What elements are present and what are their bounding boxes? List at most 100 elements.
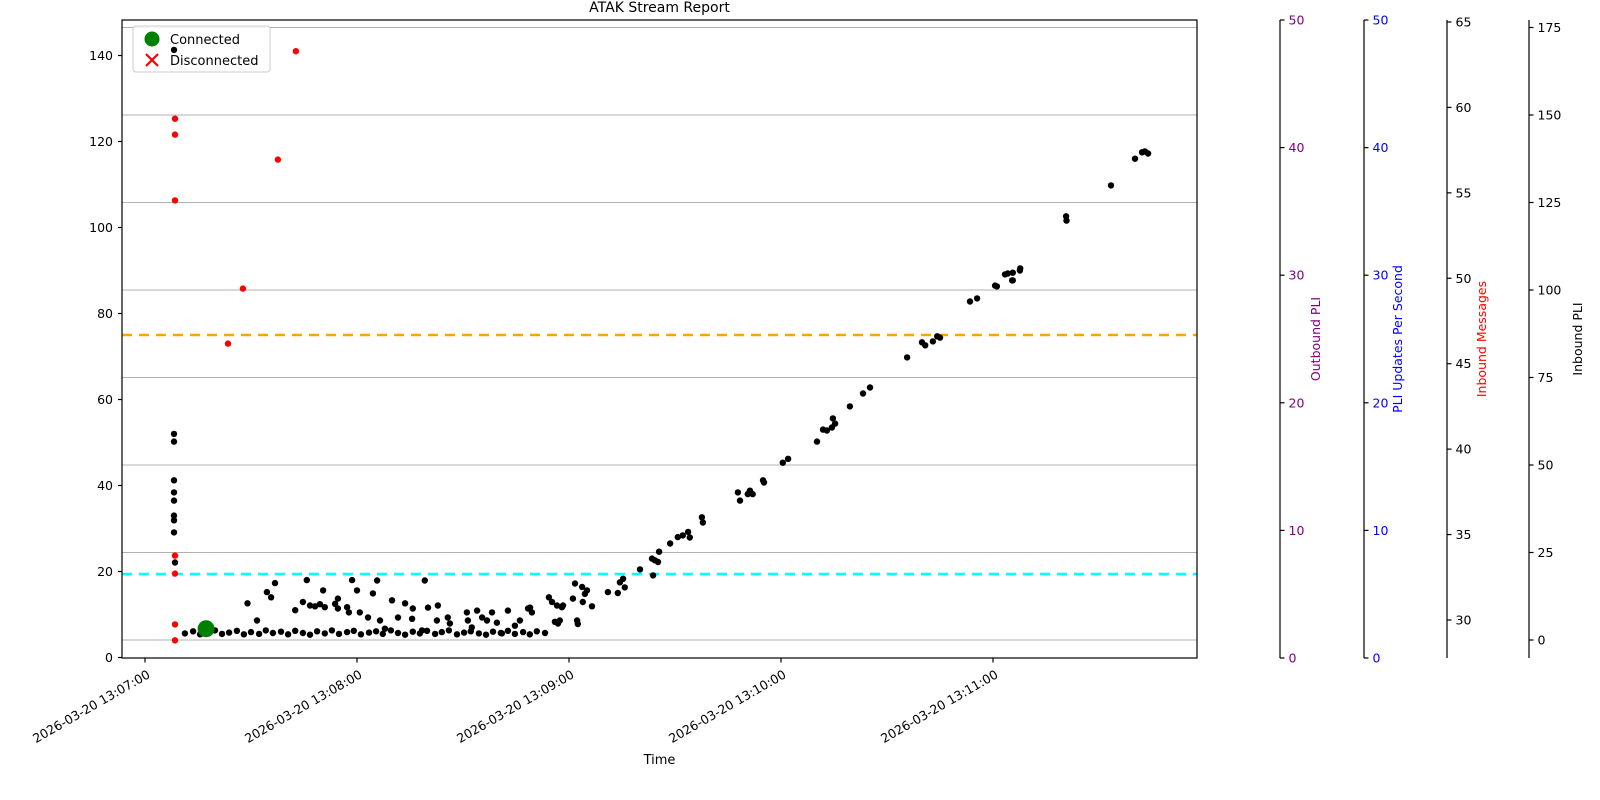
right-axis-tick-label: 0 bbox=[1538, 633, 1546, 648]
right-axis-tick-label: 0 bbox=[1373, 651, 1381, 666]
stream-points-point bbox=[473, 607, 481, 614]
x-tick-label: 2026-03-20 13:08:00 bbox=[242, 667, 365, 746]
right-axis-tick-label: 50 bbox=[1289, 13, 1305, 28]
stream-points-point bbox=[299, 598, 307, 606]
stream-points-point bbox=[993, 283, 1001, 290]
right-axis-tick-label: 45 bbox=[1456, 356, 1472, 371]
stream-points-point bbox=[1131, 155, 1139, 162]
stream-points-point bbox=[394, 629, 402, 637]
right-axis-tick-label: 40 bbox=[1373, 140, 1389, 155]
stream-points-point bbox=[170, 46, 178, 54]
disconnected-events-point bbox=[171, 621, 179, 628]
stream-points-point bbox=[760, 479, 768, 486]
right-axis-tick-label: 50 bbox=[1456, 271, 1472, 286]
stream-points-point bbox=[170, 497, 178, 504]
stream-points-point bbox=[483, 617, 491, 624]
threshold-lines bbox=[122, 333, 1197, 576]
stream-points-point bbox=[271, 579, 279, 587]
connected-legend-marker-icon bbox=[144, 31, 160, 47]
disconnected-events-point bbox=[224, 340, 232, 347]
stream-points-point bbox=[468, 624, 475, 631]
right-axis-title: PLI Updates Per Second bbox=[1390, 265, 1405, 413]
stream-points-point bbox=[299, 629, 307, 637]
disconnected-legend-marker-icon bbox=[145, 53, 159, 67]
stream-points-point bbox=[734, 489, 742, 496]
stream-points-point bbox=[973, 295, 981, 302]
stream-points-point bbox=[1004, 270, 1011, 277]
disconnected-events-point bbox=[171, 570, 179, 577]
stream-points-point bbox=[1063, 217, 1070, 224]
stream-points-point bbox=[376, 617, 384, 624]
stream-points-point bbox=[331, 600, 339, 607]
stream-points-point bbox=[463, 609, 471, 616]
stream-points-point bbox=[446, 620, 454, 627]
stream-points-point bbox=[504, 627, 512, 634]
stream-points-point bbox=[922, 342, 929, 349]
legend-frame bbox=[132, 25, 271, 73]
y-tick-label: 120 bbox=[89, 134, 113, 149]
stream-points-point bbox=[409, 628, 416, 635]
stream-points-point bbox=[357, 631, 365, 638]
stream-points-point bbox=[387, 627, 395, 634]
x-tick-label: 2026-03-20 13:07:00 bbox=[30, 667, 153, 746]
y-tick-label: 60 bbox=[97, 392, 113, 407]
right-axis-title: Outbound PLI bbox=[1308, 297, 1323, 381]
stream-points-point bbox=[292, 607, 299, 614]
disconnected-events-point bbox=[171, 552, 179, 559]
stream-points-point bbox=[498, 630, 506, 637]
stream-points-point bbox=[233, 627, 241, 634]
stream-points-point bbox=[247, 628, 255, 636]
stream-points-point bbox=[269, 629, 277, 637]
stream-points-point bbox=[1107, 182, 1115, 189]
stream-points-point bbox=[1017, 265, 1024, 272]
stream-points-point bbox=[240, 631, 248, 638]
stream-points-point bbox=[267, 594, 275, 601]
stream-points-point bbox=[343, 628, 351, 636]
stream-points-point bbox=[559, 602, 567, 609]
stream-points-point bbox=[699, 519, 707, 526]
y-tick-label: 40 bbox=[97, 478, 113, 493]
x-tick-label: 2026-03-20 13:09:00 bbox=[454, 667, 577, 746]
right-axis-title: Inbound Messages bbox=[1474, 281, 1489, 397]
stream-points-point bbox=[823, 427, 831, 434]
right-axis-tick-label: 0 bbox=[1289, 651, 1297, 666]
stream-points-point bbox=[779, 459, 786, 466]
stream-points-point bbox=[526, 631, 533, 638]
stream-points-point bbox=[401, 600, 409, 607]
stream-points-point bbox=[654, 558, 662, 566]
right-axis-tick-label: 35 bbox=[1456, 527, 1472, 542]
stream-points-point bbox=[574, 620, 581, 628]
right-axis-tick-label: 30 bbox=[1373, 268, 1389, 283]
disconnected-events-point bbox=[292, 48, 300, 55]
y-tick-label: 140 bbox=[89, 48, 113, 63]
stream-points-point bbox=[684, 528, 692, 536]
stream-points-point bbox=[348, 576, 356, 584]
stream-points-point bbox=[253, 617, 261, 624]
stream-points-point bbox=[475, 630, 483, 637]
stream-points-point bbox=[649, 572, 657, 579]
stream-points-point bbox=[936, 334, 944, 341]
disconnected-events-point bbox=[171, 637, 179, 644]
y-tick-label: 100 bbox=[89, 220, 113, 235]
stream-points-point bbox=[170, 430, 178, 438]
stream-points-point bbox=[244, 600, 251, 607]
stream-points-point bbox=[335, 630, 343, 638]
stream-points-point bbox=[489, 628, 497, 635]
stream-points-point bbox=[548, 598, 556, 606]
stream-points-point bbox=[553, 602, 561, 609]
stream-points-point bbox=[846, 403, 854, 410]
stream-points-point bbox=[583, 587, 591, 594]
stream-points-point bbox=[493, 619, 501, 626]
right-axis-tick-label: 125 bbox=[1538, 195, 1562, 210]
right-axis-tick-label: 50 bbox=[1538, 458, 1554, 473]
right-axis-tick-label: 30 bbox=[1289, 268, 1305, 283]
stream-points-point bbox=[181, 630, 189, 637]
right-axis-tick-label: 150 bbox=[1538, 108, 1562, 123]
y-tick-label: 0 bbox=[105, 650, 113, 665]
right-axis-tick-label: 30 bbox=[1456, 613, 1472, 628]
stream-points-point bbox=[460, 629, 468, 636]
stream-points-point bbox=[365, 629, 373, 636]
right-axis-tick-label: 40 bbox=[1289, 140, 1305, 155]
stream-points-point bbox=[929, 338, 937, 345]
